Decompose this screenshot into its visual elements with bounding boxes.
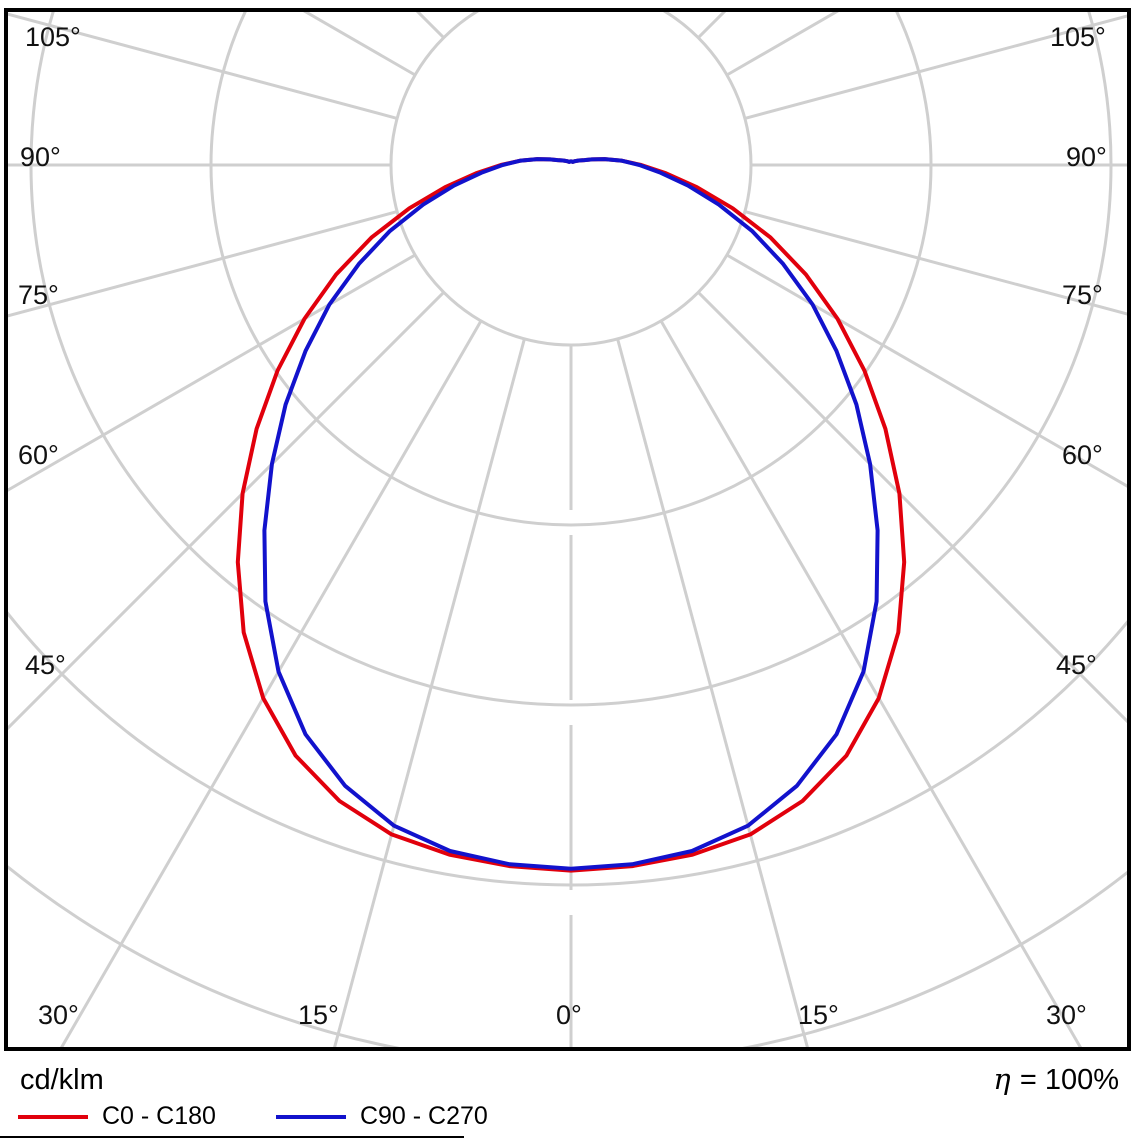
grid-spoke	[726, 253, 1127, 488]
grid-spoke	[333, 338, 526, 1047]
grid-spoke	[744, 210, 1127, 316]
efficiency-value: = 100%	[1019, 1064, 1119, 1096]
grid-spoke	[744, 14, 1127, 120]
grid-spoke	[8, 291, 445, 731]
grid-spoke	[60, 320, 483, 1047]
legend: C0 - C180 C90 - C270	[18, 1102, 488, 1131]
polar-plot-frame	[4, 8, 1131, 1051]
grid-circle	[8, 611, 1127, 887]
blue-line-swatch	[275, 1114, 346, 1119]
red-line-swatch	[18, 1114, 88, 1119]
grid-spoke	[415, 12, 445, 39]
grid-circle	[8, 864, 1127, 1047]
legend-underline	[0, 1136, 464, 1138]
grid-spoke	[659, 320, 1082, 1047]
legend-item-c0-c180: C0 - C180	[18, 1102, 216, 1131]
legend-label-c90-c270: C90 - C270	[359, 1102, 488, 1130]
grid-spoke	[616, 338, 809, 1047]
polar-chart-svg	[8, 12, 1127, 1047]
curve-c90-c270	[262, 157, 880, 871]
legend-item-c90-c270: C90 - C270	[275, 1102, 488, 1131]
grid-spoke	[8, 210, 398, 318]
grid-spoke	[8, 12, 398, 120]
grid-spoke	[302, 12, 416, 77]
grid-spoke	[697, 291, 1127, 724]
grid-spoke	[726, 12, 840, 77]
efficiency-label: η = 100%	[993, 1062, 1119, 1097]
eta-symbol: η	[993, 1062, 1020, 1096]
unit-label: cd/klm	[20, 1064, 104, 1096]
grid-circle	[389, 12, 753, 347]
legend-label-c0-c180: C0 - C180	[102, 1102, 216, 1130]
grid-spoke	[8, 253, 416, 492]
